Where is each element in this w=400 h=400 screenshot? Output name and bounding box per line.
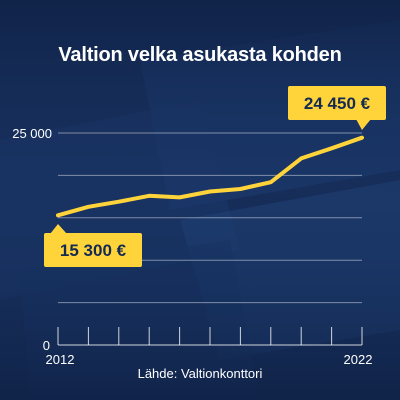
data-series (56, 135, 364, 218)
y-tick-label: 0 (43, 338, 50, 353)
callout-start-box (44, 233, 142, 267)
callout-end-box (288, 86, 386, 120)
chart-title: Valtion velka asukasta kohden (58, 44, 342, 66)
callout-start-pointer (50, 224, 67, 234)
callout-end-pointer (356, 119, 371, 130)
value-callouts: 15 300 € 24 450 € (44, 86, 386, 267)
callout-start-label: 15 300 € (60, 241, 127, 260)
series-line (56, 135, 364, 218)
source-note: Lähde: Valtionkonttori (137, 366, 263, 381)
callout-end-label: 24 450 € (304, 94, 371, 113)
y-tick-label: 25 000 (12, 126, 52, 141)
x-tick-label: 2022 (344, 352, 373, 367)
x-tick-label: 2012 (46, 352, 75, 367)
